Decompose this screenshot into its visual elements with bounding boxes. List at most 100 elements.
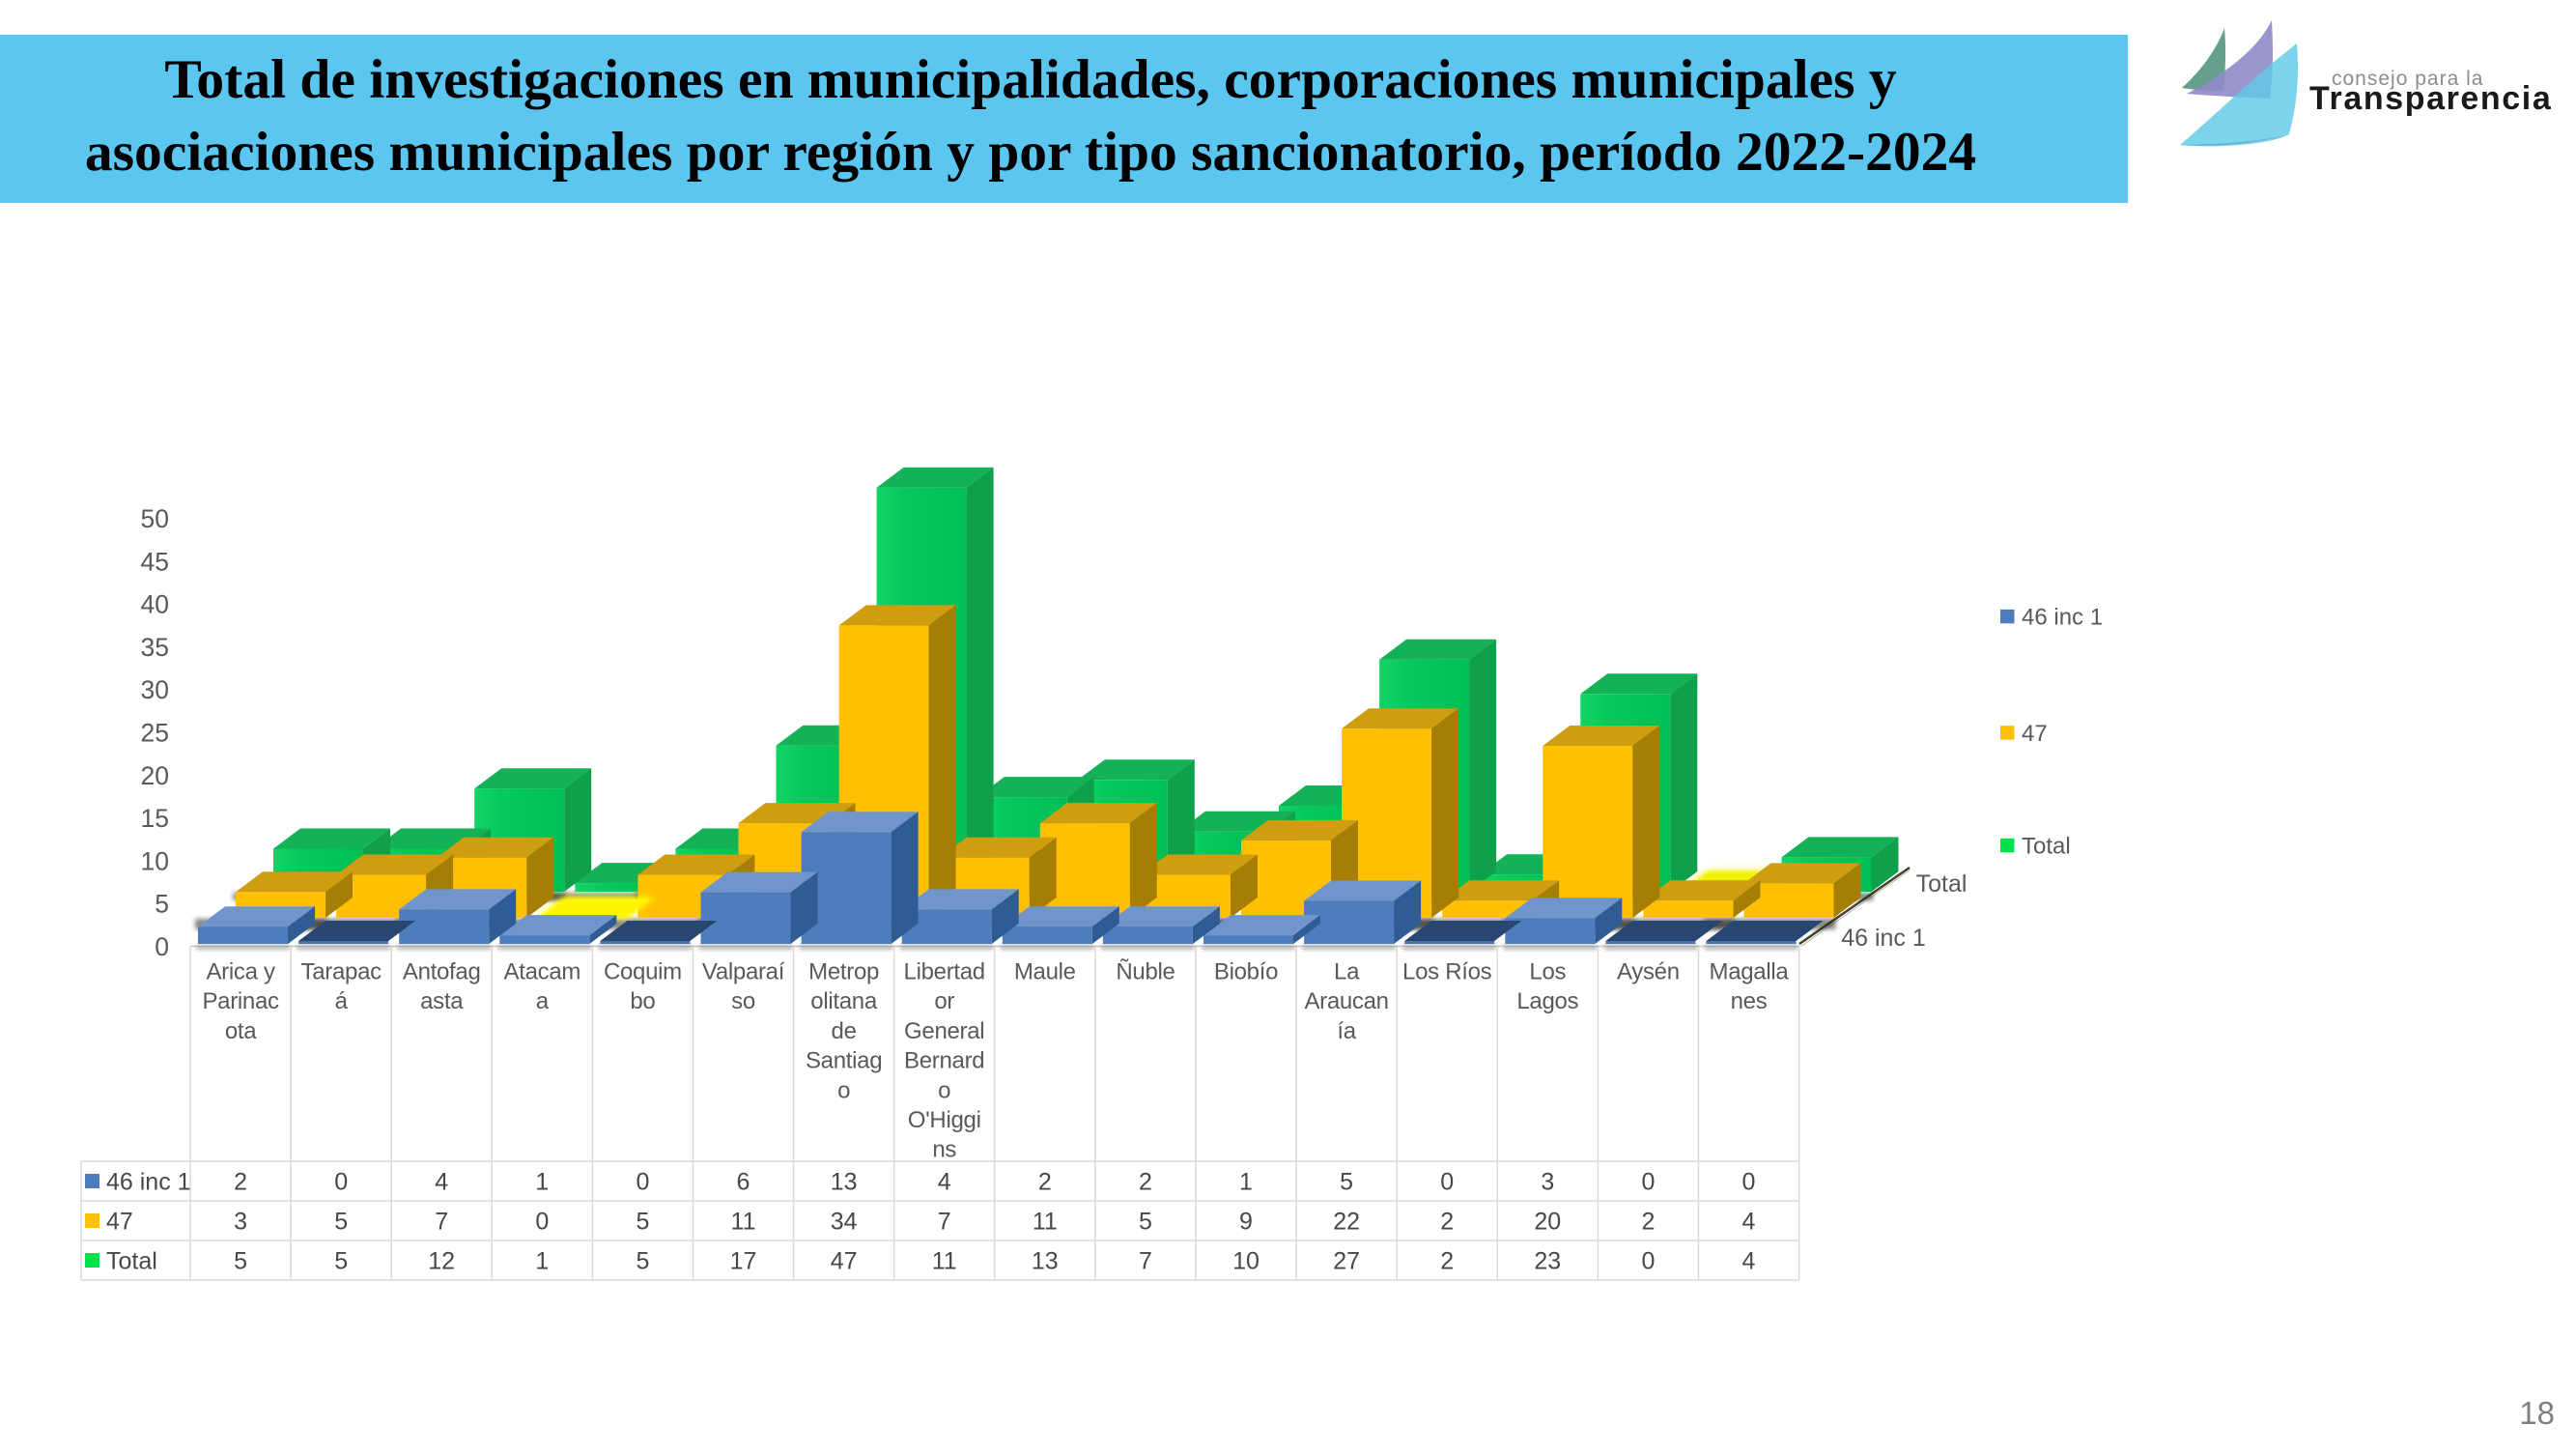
svg-text:45: 45 [141, 547, 169, 576]
svg-text:25: 25 [141, 719, 169, 748]
svg-text:Atacam: Atacam [504, 959, 581, 985]
svg-text:46 inc 1: 46 inc 1 [106, 1169, 191, 1196]
svg-text:Tarapac: Tarapac [301, 959, 382, 985]
svg-text:46 inc 1: 46 inc 1 [2022, 605, 2103, 631]
svg-text:0: 0 [1641, 1248, 1655, 1275]
svg-text:2: 2 [1139, 1169, 1152, 1196]
svg-text:30: 30 [141, 675, 169, 704]
svg-text:bo: bo [630, 988, 655, 1014]
svg-text:2: 2 [1038, 1169, 1052, 1196]
svg-text:Libertad: Libertad [904, 959, 985, 985]
svg-text:Antofag: Antofag [403, 959, 481, 985]
svg-text:Coquim: Coquim [604, 959, 682, 985]
svg-text:0: 0 [535, 1209, 549, 1236]
svg-text:6: 6 [737, 1169, 750, 1196]
svg-text:2: 2 [1641, 1209, 1655, 1236]
svg-text:5: 5 [234, 1248, 247, 1275]
svg-text:o: o [837, 1077, 850, 1103]
svg-text:4: 4 [1742, 1248, 1756, 1275]
svg-text:18: 18 [2519, 1395, 2555, 1431]
svg-text:20: 20 [141, 761, 169, 790]
svg-text:2: 2 [234, 1169, 247, 1196]
svg-text:ota: ota [225, 1018, 257, 1044]
svg-text:4: 4 [938, 1169, 951, 1196]
svg-text:or: or [934, 988, 954, 1014]
svg-text:Lagos: Lagos [1516, 988, 1578, 1014]
svg-text:La: La [1334, 959, 1360, 985]
svg-text:10: 10 [141, 846, 169, 875]
svg-text:0: 0 [1742, 1169, 1756, 1196]
svg-text:3: 3 [1541, 1169, 1554, 1196]
svg-text:50: 50 [141, 504, 169, 533]
svg-text:1: 1 [1239, 1169, 1253, 1196]
svg-text:0: 0 [636, 1169, 649, 1196]
svg-text:Valparaí: Valparaí [702, 959, 785, 985]
svg-text:Santiag: Santiag [806, 1048, 882, 1074]
svg-text:á: á [335, 988, 349, 1014]
svg-text:Total de investigaciones en mu: Total de investigaciones en municipalida… [164, 49, 1897, 110]
svg-text:12: 12 [428, 1248, 455, 1275]
svg-text:asociaciones municipales por r: asociaciones municipales por región y po… [85, 122, 1976, 183]
svg-text:Transparencia: Transparencia [2309, 80, 2552, 117]
svg-text:Los Ríos: Los Ríos [1402, 959, 1492, 985]
svg-text:0: 0 [1641, 1169, 1655, 1196]
svg-text:35: 35 [141, 633, 169, 662]
svg-text:20: 20 [1534, 1209, 1561, 1236]
svg-text:so: so [731, 988, 755, 1014]
svg-text:47: 47 [106, 1209, 133, 1236]
svg-text:Parinac: Parinac [202, 988, 279, 1014]
svg-text:nes: nes [1731, 988, 1768, 1014]
svg-text:9: 9 [1239, 1209, 1253, 1236]
svg-text:10: 10 [1232, 1248, 1260, 1275]
svg-text:15: 15 [141, 804, 169, 833]
svg-text:asta: asta [420, 988, 464, 1014]
svg-text:4: 4 [435, 1169, 448, 1196]
svg-text:34: 34 [831, 1209, 858, 1236]
svg-text:General: General [904, 1018, 984, 1044]
svg-text:O'Higgi: O'Higgi [908, 1107, 981, 1133]
svg-text:11: 11 [731, 1209, 756, 1236]
svg-text:13: 13 [1032, 1248, 1059, 1275]
svg-text:Araucan: Araucan [1304, 988, 1388, 1014]
svg-text:11: 11 [1033, 1209, 1058, 1236]
svg-text:0: 0 [1440, 1169, 1454, 1196]
svg-text:7: 7 [1139, 1248, 1152, 1275]
svg-text:Aysén: Aysén [1617, 959, 1680, 985]
svg-text:7: 7 [938, 1209, 951, 1236]
svg-text:Total: Total [2022, 834, 2071, 860]
svg-text:Total: Total [106, 1248, 157, 1275]
svg-text:5: 5 [334, 1209, 348, 1236]
svg-text:Los: Los [1529, 959, 1566, 985]
svg-text:Biobío: Biobío [1214, 959, 1278, 985]
svg-text:5: 5 [636, 1248, 649, 1275]
svg-text:ns: ns [932, 1137, 956, 1163]
svg-text:47: 47 [2022, 721, 2048, 747]
svg-text:1: 1 [535, 1169, 549, 1196]
svg-text:Bernard: Bernard [904, 1048, 984, 1074]
svg-text:22: 22 [1333, 1209, 1360, 1236]
svg-text:5: 5 [1139, 1209, 1152, 1236]
svg-text:1: 1 [535, 1248, 549, 1275]
svg-text:3: 3 [234, 1209, 247, 1236]
svg-text:0: 0 [334, 1169, 348, 1196]
svg-text:5: 5 [334, 1248, 348, 1275]
svg-text:46 inc 1: 46 inc 1 [1841, 925, 1926, 952]
svg-text:5: 5 [155, 890, 169, 919]
svg-text:17: 17 [730, 1248, 757, 1275]
svg-text:o: o [938, 1077, 950, 1103]
svg-text:Ñuble: Ñuble [1116, 959, 1175, 985]
svg-text:13: 13 [831, 1169, 858, 1196]
svg-text:47: 47 [831, 1248, 858, 1275]
svg-text:olitana: olitana [810, 988, 878, 1014]
svg-text:2: 2 [1440, 1248, 1454, 1275]
svg-text:a: a [536, 988, 550, 1014]
svg-text:de: de [832, 1018, 857, 1044]
svg-text:40: 40 [141, 590, 169, 619]
svg-text:Total: Total [1916, 870, 1967, 898]
svg-text:Arica y: Arica y [206, 959, 275, 985]
svg-text:23: 23 [1534, 1248, 1561, 1275]
svg-text:11: 11 [932, 1248, 957, 1275]
svg-text:Metrop: Metrop [808, 959, 879, 985]
svg-text:5: 5 [636, 1209, 649, 1236]
svg-text:2: 2 [1440, 1209, 1454, 1236]
